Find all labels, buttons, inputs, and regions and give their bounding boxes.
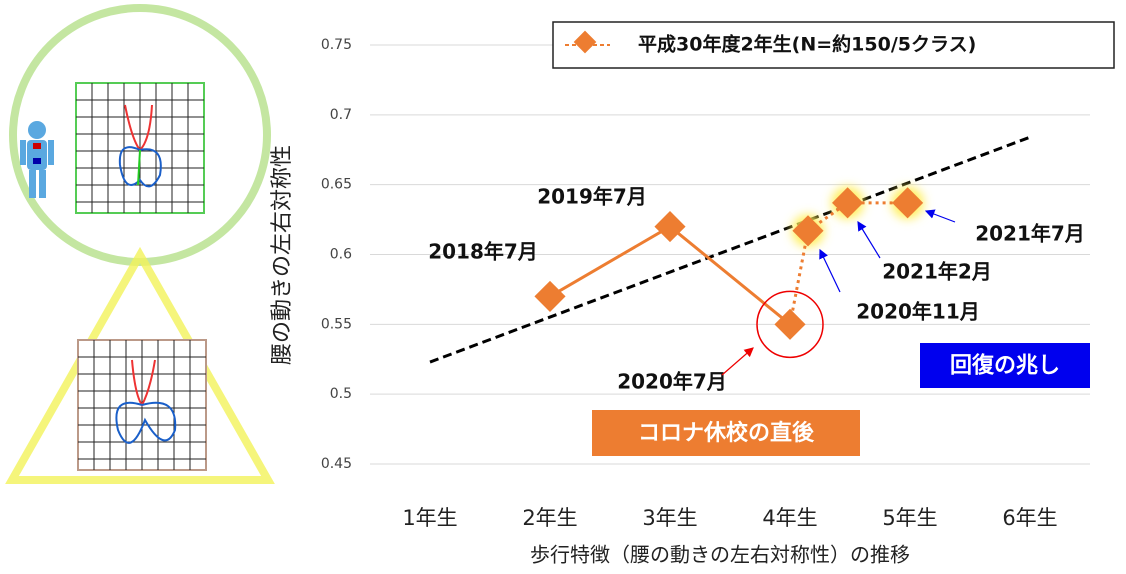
point-label: 2018年7月	[428, 240, 538, 264]
y-tick-label: 0.6	[330, 247, 352, 263]
annotation: コロナ休校の直後	[638, 420, 815, 446]
marker	[654, 211, 685, 242]
y-tick-label: 0.75	[321, 37, 352, 53]
point-label: 2021年2月	[882, 260, 992, 284]
point-label: 2020年11月	[856, 300, 980, 324]
series-segment	[670, 227, 790, 325]
x-tick-label: 4年生	[762, 506, 817, 530]
y-axis-label: 腰の動きの左右対称性	[270, 145, 295, 365]
illustration	[12, 8, 268, 480]
x-tick-label: 3年生	[642, 506, 697, 530]
annotation: 回復の兆し	[950, 353, 1060, 379]
x-tick-label: 1年生	[402, 506, 457, 530]
marker	[534, 281, 565, 312]
x-tick-label: 6年生	[1002, 506, 1057, 530]
point-label: 2021年7月	[975, 222, 1085, 246]
x-tick-label: 2年生	[522, 506, 577, 530]
arrow	[858, 222, 880, 258]
marker	[774, 309, 805, 340]
y-tick-label: 0.5	[330, 386, 352, 402]
arrow	[926, 211, 955, 222]
y-tick-label: 0.7	[330, 107, 352, 123]
point-label: 2019年7月	[537, 185, 647, 209]
chart: 腰の動きの左右対称性 歩行特徴（腰の動きの左右対称性）の推移 0.45 0.5 0.…	[0, 0, 1126, 574]
arrow	[722, 348, 753, 375]
arrow	[820, 250, 840, 292]
series-segment	[550, 227, 670, 297]
x-tick-label: 5年生	[882, 506, 937, 530]
legend-label: 平成30年度2年生(N=約150/5クラス)	[638, 33, 976, 56]
x-axis-label: 歩行特徴（腰の動きの左右対称性）の推移	[530, 543, 910, 567]
y-tick-label: 0.45	[321, 456, 352, 472]
y-tick-label: 0.65	[321, 177, 352, 193]
y-tick-label: 0.55	[321, 316, 352, 332]
point-label: 2020年7月	[617, 370, 727, 394]
